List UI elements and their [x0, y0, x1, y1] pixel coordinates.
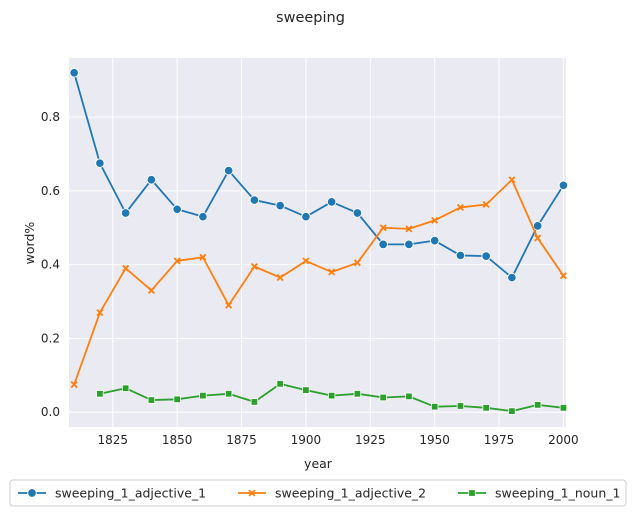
- data-point: [508, 176, 516, 184]
- data-point: [147, 396, 156, 404]
- data-point: [558, 180, 569, 191]
- series-line: [73, 178, 565, 385]
- data-point: [96, 390, 104, 398]
- data-point: [249, 195, 260, 205]
- data-point: [533, 401, 542, 409]
- data-point: [352, 208, 363, 218]
- series-sweeping_1_noun_1: [96, 380, 568, 415]
- data-point: [507, 272, 517, 283]
- data-point: [482, 404, 490, 412]
- data-point: [199, 391, 207, 400]
- data-point: [559, 404, 568, 412]
- y-tick-label: 0.2: [41, 331, 60, 345]
- x-tick-label: 2000: [548, 433, 579, 447]
- data-point: [301, 211, 311, 222]
- data-point: [223, 165, 234, 176]
- data-point: [122, 264, 130, 272]
- data-point: [455, 250, 466, 261]
- plot-background: [69, 58, 566, 427]
- data-point: [431, 216, 439, 224]
- data-point: [508, 407, 516, 415]
- data-point: [379, 224, 387, 232]
- x-tick-label: 1950: [419, 433, 450, 447]
- data-point: [404, 239, 414, 250]
- data-point: [225, 301, 233, 309]
- data-point: [405, 392, 413, 401]
- data-point: [405, 225, 413, 233]
- data-point: [120, 208, 131, 218]
- data-point: [327, 391, 336, 400]
- y-tick-label: 0.8: [41, 110, 60, 124]
- data-point: [481, 251, 491, 261]
- data-point: [198, 211, 208, 222]
- data-point: [70, 381, 78, 389]
- legend-marker: [468, 489, 476, 497]
- legend-label: sweeping_1_noun_1: [495, 486, 620, 501]
- data-point: [532, 221, 543, 231]
- data-point: [276, 274, 284, 282]
- data-point: [430, 403, 439, 411]
- data-point: [69, 68, 79, 78]
- y-tick-label: 0.0: [41, 405, 60, 419]
- x-tick-label: 1850: [162, 433, 193, 447]
- data-point: [302, 257, 310, 265]
- data-point: [276, 380, 284, 388]
- y-tick-label: 0.4: [41, 258, 60, 272]
- legend-label: sweeping_1_adjective_2: [275, 486, 426, 501]
- data-point: [379, 393, 387, 402]
- data-point: [482, 200, 490, 209]
- plot-area: 1825 1850 1875 1900 1925 1950 1975 2000 0.0 0.2 0.…: [41, 58, 579, 447]
- data-point: [146, 175, 157, 185]
- data-point: [353, 390, 362, 398]
- x-tick-label: 1825: [98, 433, 129, 447]
- x-tick-label: 1900: [291, 433, 322, 447]
- data-point: [95, 158, 105, 168]
- legend: sweeping_1_adjective_1 sweeping_1_adjecti…: [9, 479, 627, 507]
- legend-marker: [248, 489, 256, 497]
- y-tick-label: 0.6: [41, 184, 60, 198]
- chart-title: sweeping: [276, 10, 345, 26]
- data-point: [328, 268, 336, 276]
- series-sweeping_1_adjective_1: [69, 68, 569, 283]
- data-point: [147, 286, 155, 295]
- data-point: [172, 204, 182, 215]
- x-axis-label: year: [304, 456, 333, 471]
- data-point: [199, 253, 207, 261]
- data-point: [534, 234, 542, 242]
- x-tick-label: 1975: [484, 433, 515, 447]
- data-point: [302, 386, 310, 394]
- data-point: [96, 309, 104, 317]
- data-point: [173, 257, 181, 265]
- y-axis-label: word%: [22, 222, 37, 265]
- data-point: [250, 398, 259, 406]
- data-point: [456, 402, 465, 410]
- series-sweeping_1_adjective_2: [70, 176, 567, 389]
- data-point: [378, 239, 388, 250]
- x-tick-label: 1925: [355, 433, 386, 447]
- data-point: [275, 200, 285, 211]
- data-point: [429, 235, 440, 246]
- legend-marker: [27, 488, 37, 498]
- data-point: [353, 259, 361, 267]
- data-point: [121, 384, 130, 392]
- legend-label: sweeping_1_adjective_1: [55, 486, 206, 501]
- data-point: [173, 395, 181, 404]
- x-tick-label: 1875: [226, 433, 257, 447]
- data-point: [456, 203, 464, 211]
- legend-box: [9, 479, 627, 507]
- data-point: [250, 262, 258, 271]
- data-point: [326, 197, 337, 207]
- data-point: [224, 390, 233, 398]
- data-point: [559, 272, 567, 280]
